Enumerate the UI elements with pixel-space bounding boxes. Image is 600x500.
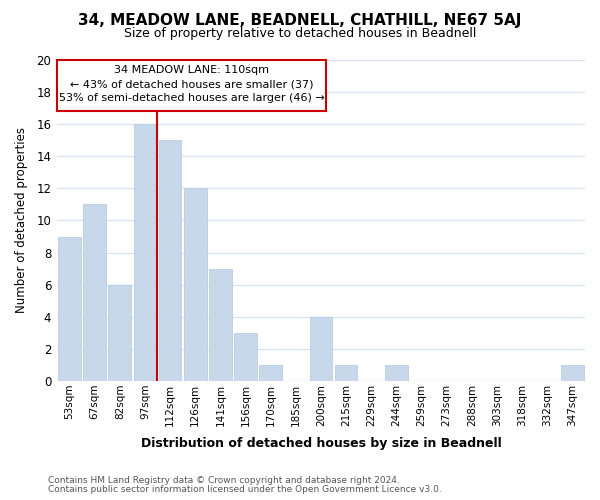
Bar: [184, 188, 206, 381]
Bar: [561, 365, 584, 381]
X-axis label: Distribution of detached houses by size in Beadnell: Distribution of detached houses by size …: [140, 437, 502, 450]
Text: Contains public sector information licensed under the Open Government Licence v3: Contains public sector information licen…: [48, 485, 442, 494]
Bar: [385, 365, 408, 381]
Text: Contains HM Land Registry data © Crown copyright and database right 2024.: Contains HM Land Registry data © Crown c…: [48, 476, 400, 485]
Text: 34 MEADOW LANE: 110sqm
← 43% of detached houses are smaller (37)
53% of semi-det: 34 MEADOW LANE: 110sqm ← 43% of detached…: [59, 65, 325, 103]
Y-axis label: Number of detached properties: Number of detached properties: [15, 128, 28, 314]
Bar: [83, 204, 106, 381]
Bar: [134, 124, 156, 381]
Bar: [259, 365, 282, 381]
Bar: [109, 284, 131, 381]
Bar: [58, 236, 81, 381]
Bar: [234, 333, 257, 381]
Bar: [159, 140, 181, 381]
Text: Size of property relative to detached houses in Beadnell: Size of property relative to detached ho…: [124, 28, 476, 40]
Bar: [209, 268, 232, 381]
Bar: [310, 317, 332, 381]
Bar: [335, 365, 358, 381]
Bar: [57, 60, 326, 112]
Text: 34, MEADOW LANE, BEADNELL, CHATHILL, NE67 5AJ: 34, MEADOW LANE, BEADNELL, CHATHILL, NE6…: [79, 12, 521, 28]
